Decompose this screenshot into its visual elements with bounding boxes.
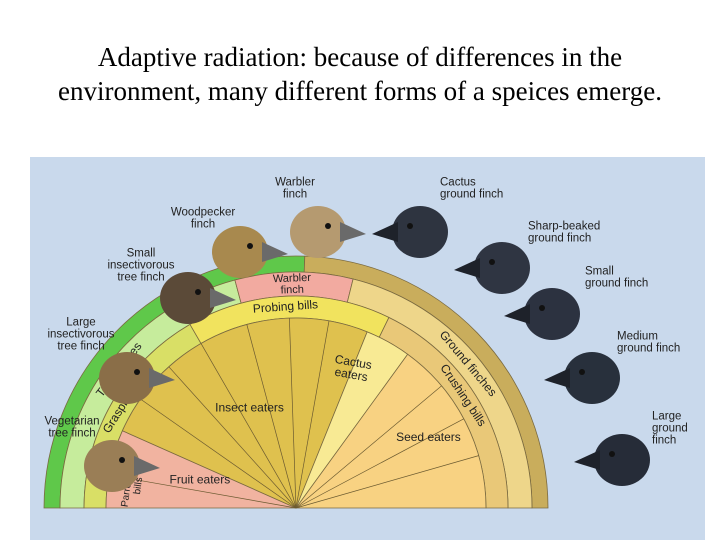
finch-label-line: ground finch (585, 277, 648, 289)
finch-beak (454, 258, 480, 278)
base (30, 510, 705, 540)
finch-label-line: ground finch (528, 232, 591, 244)
finch-beak (504, 304, 530, 324)
finch-eye (119, 457, 125, 463)
finch-beak (544, 368, 570, 388)
slide-title: Adaptive radiation: because of differenc… (57, 42, 663, 106)
finch-eye (247, 243, 253, 249)
finch-label-line: Warbler (275, 176, 315, 188)
finch-head (474, 242, 530, 294)
finch-label: Woodpecker finch (171, 206, 236, 230)
finch-label: Medium ground finch (617, 330, 680, 354)
finch-label-line: Woodpecker (171, 206, 236, 218)
finch-head (84, 440, 140, 492)
finch-eye (195, 289, 201, 295)
finch-eye (407, 223, 413, 229)
finch-eye (579, 369, 585, 375)
radial-line (140, 398, 297, 509)
finch-head (99, 352, 155, 404)
finch-label-line: Large (652, 411, 681, 423)
finch-beak (574, 450, 600, 470)
finch-eye (134, 369, 140, 375)
finch-label-line: Small (127, 248, 156, 260)
finch-label-line: Cactus (440, 176, 476, 188)
finch-head (524, 288, 580, 340)
finch-label-line: Medium (617, 330, 658, 342)
finch-label: Small insectivorous tree finch (107, 248, 174, 284)
finch-label-line: ground (652, 423, 688, 435)
sector-label: Probing bills (252, 297, 318, 316)
finch-eye (609, 451, 615, 457)
finch-head (594, 434, 650, 486)
finch-label-line: tree finch (57, 341, 104, 353)
sector-label-line: eaters (334, 365, 369, 385)
finch-label-line: Sharp-beaked (528, 220, 600, 232)
sector-label-line: finch (280, 284, 304, 297)
sector-label-line: bills (132, 477, 145, 496)
finch-beak (340, 222, 366, 242)
radial-line (168, 366, 297, 509)
sector-label: Insect eaters (215, 400, 284, 414)
finch-head (160, 272, 216, 324)
finch-eye (539, 305, 545, 311)
finch-head (564, 352, 620, 404)
finch-label-line: finch (652, 435, 676, 447)
finch-head (392, 206, 448, 258)
radial-line (295, 418, 464, 509)
finch-beak (149, 368, 175, 388)
sector-label: Warblerfinch (273, 272, 312, 297)
finch-label: Small ground finch (585, 265, 648, 289)
finch-label: Sharp-beaked ground finch (528, 220, 600, 244)
radial-line (295, 455, 479, 509)
sector-label: Seed eaters (396, 430, 461, 444)
finch-label: Vegetarian tree finch (45, 415, 100, 439)
finch-eye (325, 223, 331, 229)
finch-label-line: finch (191, 218, 215, 230)
finch-label: Cactus ground finch (440, 176, 503, 200)
finch-label-line: tree finch (117, 272, 164, 284)
finch-label-line: finch (283, 188, 307, 200)
finch-head (212, 226, 268, 278)
radial-line (200, 343, 297, 509)
sector-label: Fruit eaters (170, 473, 231, 487)
finch-beak (210, 288, 236, 308)
finch-label-line: Vegetarian (45, 415, 100, 427)
radial-line (246, 324, 297, 509)
finch-label-line: ground finch (440, 188, 503, 200)
finch-label: Large ground finch (652, 411, 688, 447)
radial-line (289, 318, 297, 509)
finch-label-line: insectivorous (47, 329, 114, 341)
sector-label-line: Warbler (273, 272, 312, 285)
finch-label: Large insectivorous tree finch (47, 317, 114, 353)
radial-line (108, 474, 297, 509)
finch-label-line: Large (66, 317, 95, 329)
radial-line (295, 320, 330, 509)
finch-beak (372, 222, 398, 242)
seed-eaters-sector (295, 353, 487, 509)
sector-label: Cactuseaters (332, 352, 373, 385)
finch-label-line: tree finch (48, 427, 95, 439)
finch-label-line: insectivorous (107, 260, 174, 272)
radial-line (295, 385, 442, 509)
finch-beak (134, 456, 160, 476)
finch-beak (262, 242, 288, 262)
sector-label-line: Cactus (334, 352, 373, 372)
finch-label-line: Small (585, 265, 614, 277)
finch-eye (489, 259, 495, 265)
finch-head (290, 206, 346, 258)
finch-label: Warbler finch (275, 176, 315, 200)
finch-label-line: ground finch (617, 342, 680, 354)
